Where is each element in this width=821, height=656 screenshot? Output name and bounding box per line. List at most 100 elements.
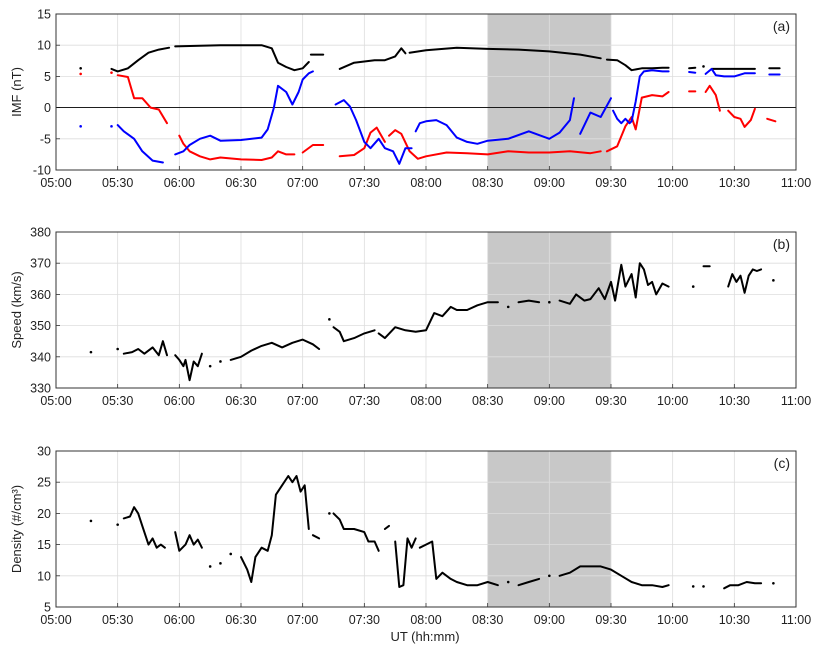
density-series-1-point [208, 565, 212, 568]
imf-x-tick-label: 07:30 [349, 176, 380, 190]
imf-series-3-point [79, 125, 82, 128]
density-y-tick-label: 5 [44, 601, 51, 615]
speed-series-1-line [558, 262, 670, 305]
speed-series-1-point [116, 347, 119, 351]
imf-x-tick-label: 08:30 [472, 176, 503, 190]
density-series-1-line [240, 475, 310, 583]
imf-y-tick-label: 10 [37, 39, 51, 53]
x-axis-label: UT (hh:mm) [390, 629, 459, 644]
imf-panel: 05:00 05:30 06:00 06:30 07:00 07:30 08:00 08:30… [9, 8, 811, 191]
imf-series-2-line [116, 74, 168, 125]
density-x-tick-label: 10:30 [719, 613, 750, 627]
speed-series-1-point [328, 318, 331, 321]
density-series-1-point [229, 552, 233, 556]
density-series-1-point [219, 562, 222, 565]
density-series-1-line [418, 540, 499, 587]
speed-series-1-line [229, 338, 321, 361]
speed-series-1-point [208, 364, 212, 368]
density-series-1-line [558, 565, 670, 588]
imf-y-tick-label: 0 [44, 101, 51, 115]
imf-y-tick-label: 5 [44, 70, 51, 84]
speed-y-tick-label: 370 [30, 257, 51, 271]
speed-x-tick-label: 08:00 [410, 394, 441, 408]
density-x-tick-label: 07:00 [287, 613, 318, 627]
density-series-1-line [122, 506, 166, 549]
imf-series-1-line [110, 46, 171, 73]
density-series-1-line [723, 581, 763, 590]
speed-y-tick-label: 360 [30, 288, 51, 302]
density-series-1-point [116, 523, 119, 526]
density-axes-frame [55, 450, 797, 608]
speed-series-1-line [377, 301, 499, 340]
imf-y-axis-label: IMF (nT) [9, 67, 24, 117]
imf-y-tick-label: 15 [37, 8, 51, 22]
density-series-1-point [328, 512, 331, 515]
imf-series-2-line [388, 129, 602, 160]
speed-axes-frame [55, 231, 797, 389]
imf-series-2-point [110, 71, 113, 74]
imf-series-2-line [766, 117, 777, 123]
imf-x-tick-label: 09:00 [534, 176, 565, 190]
imf-series-2-line [301, 144, 325, 154]
density-x-tick-label: 10:00 [657, 613, 688, 627]
speed-y-tick-label: 380 [30, 226, 51, 240]
density-series-1-point [548, 574, 551, 578]
density-x-tick-label: 06:00 [164, 613, 195, 627]
speed-series-1-line [174, 352, 203, 382]
imf-x-tick-label: 10:30 [719, 176, 750, 190]
imf-x-tick-label: 09:30 [595, 176, 626, 190]
density-series-1-line [517, 577, 541, 587]
imf-x-tick-label: 06:30 [225, 176, 256, 190]
density-series-1-point [691, 585, 695, 588]
speed-x-tick-label: 05:00 [40, 394, 71, 408]
density-series-1-point [772, 581, 775, 585]
imf-series-2-line [727, 107, 756, 128]
imf-series-3-line [334, 99, 413, 165]
imf-series-1-point [79, 66, 82, 70]
speed-x-tick-label: 07:00 [287, 394, 318, 408]
imf-series-2-line [605, 91, 670, 153]
imf-x-tick-label: 06:00 [164, 176, 195, 190]
density-y-axis-label: Density (#/cm³) [9, 485, 24, 573]
imf-axes-frame [55, 13, 797, 171]
imf-x-tick-label: 10:00 [657, 176, 688, 190]
speed-x-tick-label: 11:00 [781, 394, 811, 408]
imf-series-3-line [579, 97, 612, 135]
imf-series-1-line [338, 47, 407, 70]
imf-x-tick-label: 11:00 [781, 176, 811, 190]
speed-x-tick-label: 08:30 [472, 394, 503, 408]
density-series-1-line [311, 534, 321, 540]
density-series-1-point [702, 585, 705, 588]
density-x-tick-label: 11:00 [781, 613, 811, 627]
imf-series-1-line [605, 58, 670, 72]
density-series-1-line [174, 531, 203, 552]
density-y-tick-label: 15 [37, 538, 51, 552]
imf-series-2-point [79, 72, 82, 76]
imf-series-3-line [414, 97, 575, 145]
imf-series-2-line [178, 134, 296, 161]
speed-x-tick-label: 06:00 [164, 394, 195, 408]
imf-panel-label: (a) [773, 18, 790, 34]
imf-series-1-line [688, 66, 697, 70]
density-x-tick-label: 08:00 [410, 613, 441, 627]
density-panel-label: (c) [774, 455, 790, 471]
imf-series-3-line [688, 71, 697, 74]
imf-series-3-point [110, 125, 113, 128]
density-series-1-point [89, 519, 93, 523]
speed-series-1-point [691, 285, 695, 288]
imf-series-3-line [612, 69, 670, 125]
density-x-tick-label: 07:30 [349, 613, 380, 627]
speed-x-tick-label: 06:30 [225, 394, 256, 408]
density-x-tick-label: 05:00 [40, 613, 71, 627]
speed-series-1-point [772, 279, 775, 282]
imf-series-1-line [174, 44, 310, 72]
density-x-tick-label: 09:30 [595, 613, 626, 627]
speed-y-axis-label: Speed (km/s) [9, 271, 24, 348]
density-series-1-line [332, 512, 380, 552]
density-x-tick-label: 05:30 [102, 613, 133, 627]
density-series-1-line [383, 524, 390, 530]
imf-series-3-line [116, 124, 164, 164]
density-panel: 05:00 05:30 06:00 06:30 07:00 07:30 08:00 08:30… [9, 445, 811, 628]
speed-series-1-line [122, 340, 168, 357]
imf-series-1-line [408, 46, 602, 60]
